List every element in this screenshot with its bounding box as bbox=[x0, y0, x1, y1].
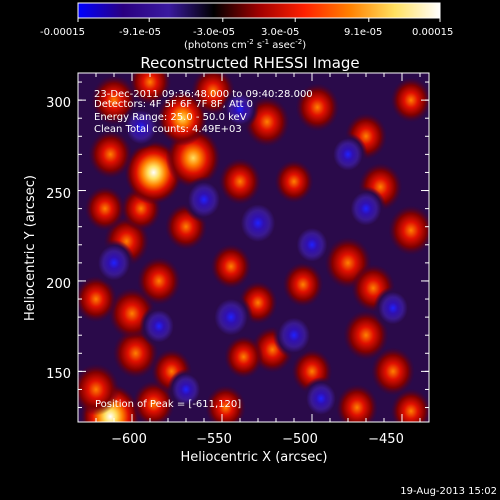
time-range-text: 23-Dec-2011 09:36:48.000 to 09:40:28.000 bbox=[94, 89, 313, 100]
x-axis-ticks bbox=[95, 73, 421, 422]
emission-blob bbox=[274, 159, 314, 204]
observation-info: 23-Dec-2011 09:36:48.000 to 09:40:28.000… bbox=[94, 89, 313, 135]
emission-blob bbox=[84, 186, 126, 232]
x-tick-label: −550 bbox=[196, 432, 232, 447]
x-tick-label: −500 bbox=[282, 432, 318, 447]
clean-counts-text: Clean Total counts: 4.49E+03 bbox=[94, 124, 242, 135]
emission-blob bbox=[224, 335, 264, 379]
emission-blob bbox=[390, 77, 429, 123]
y-tick-label: 250 bbox=[46, 187, 71, 202]
emission-blob bbox=[210, 244, 252, 289]
negative-blob bbox=[328, 132, 368, 176]
colorbar-ticks bbox=[77, 18, 441, 22]
negative-blob bbox=[167, 368, 205, 411]
colorbar bbox=[77, 2, 441, 19]
emission-blob bbox=[78, 275, 118, 323]
footer-timestamp: 19-Aug-2013 15:02 bbox=[400, 486, 497, 497]
x-tick-label: −600 bbox=[111, 432, 147, 447]
plot-frame bbox=[77, 72, 430, 423]
emission-map bbox=[78, 73, 429, 422]
x-tick-label: −450 bbox=[368, 432, 404, 447]
negative-blob bbox=[291, 222, 333, 268]
negative-blob bbox=[182, 176, 226, 223]
x-axis-label: Heliocentric X (arcsec) bbox=[181, 450, 328, 465]
negative-blob bbox=[120, 104, 162, 150]
negative-blob bbox=[373, 286, 413, 330]
detectors-text: Detectors: 4F 5F 6F 7F 8F, Att 0 bbox=[94, 99, 253, 110]
emission-blob bbox=[371, 347, 415, 396]
emission-blob bbox=[91, 75, 137, 126]
y-axis-label: Heliocentric Y (arcsec) bbox=[23, 175, 38, 321]
negative-blob bbox=[345, 186, 387, 232]
negative-blob bbox=[139, 304, 179, 348]
colorbar-tick-labels: -0.00015 -9.1e-05 -3.0e-05 3.0e-05 9.1e-… bbox=[40, 27, 453, 38]
negative-blob bbox=[92, 239, 136, 287]
y-axis-ticks bbox=[78, 81, 429, 409]
colorbar-tick-label: 3.0e-05 bbox=[261, 27, 299, 38]
y-tick-label: 300 bbox=[46, 96, 71, 111]
colorbar-tick-label: -0.00015 bbox=[40, 27, 85, 38]
negative-blob bbox=[209, 292, 253, 342]
negative-blob bbox=[272, 311, 316, 359]
y-tick-label: 150 bbox=[46, 367, 71, 382]
chart-title: Reconstructed RHESSI Image bbox=[140, 54, 359, 72]
negative-blob bbox=[235, 198, 281, 249]
emission-blob bbox=[335, 384, 379, 422]
negative-blob bbox=[301, 376, 341, 421]
emission-blob bbox=[128, 73, 172, 106]
colorbar-tick-label: -9.1e-05 bbox=[119, 27, 161, 38]
emission-blob bbox=[205, 385, 246, 422]
emission-blob bbox=[282, 262, 324, 308]
colorbar-tick-label: 0.00015 bbox=[412, 27, 453, 38]
emission-blob bbox=[78, 363, 120, 416]
emission-blob bbox=[88, 130, 133, 179]
negative-blob bbox=[221, 88, 259, 130]
peak-position-text: Position of Peak = [-611,120] bbox=[95, 399, 241, 410]
colorbar-tick-label: 9.1e-05 bbox=[344, 27, 382, 38]
y-tick-label: 200 bbox=[46, 277, 71, 292]
emission-blob bbox=[388, 205, 429, 256]
emission-blob bbox=[137, 256, 181, 306]
emission-blob bbox=[295, 83, 340, 132]
x-tick-labels: −600 −550 −500 −450 bbox=[111, 432, 404, 447]
colorbar-unit-label: (photons cm-2 s-1 asec-2) bbox=[184, 38, 306, 51]
emission-blob bbox=[343, 310, 389, 361]
y-tick-labels: 150 200 250 300 bbox=[46, 96, 71, 382]
emission-blob bbox=[218, 158, 262, 205]
energy-range-text: Energy Range: 25.0 - 50.0 keV bbox=[94, 112, 247, 123]
colorbar-tick-label: -3.0e-05 bbox=[193, 27, 235, 38]
emission-blob bbox=[390, 388, 429, 422]
